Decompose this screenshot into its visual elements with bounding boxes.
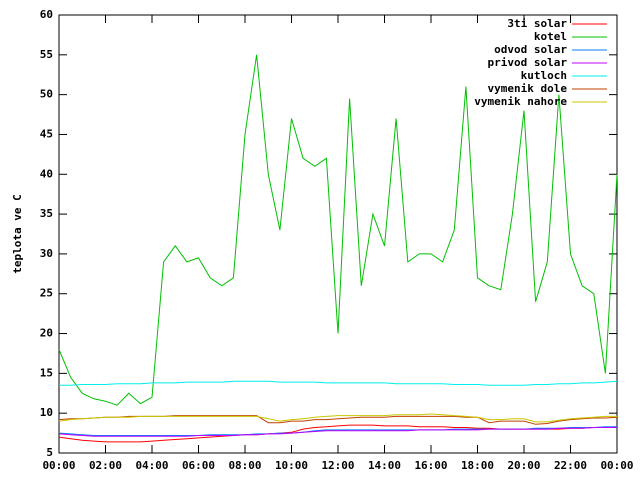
x-tick-label: 08:00 <box>228 459 261 472</box>
legend-label: 3ti solar <box>507 17 567 30</box>
x-tick-label: 20:00 <box>507 459 540 472</box>
series-line <box>58 413 617 423</box>
legend-label: kutloch <box>521 69 567 82</box>
y-tick-label: 10 <box>40 406 53 419</box>
x-tick-label: 04:00 <box>135 459 168 472</box>
legend-label: privod solar <box>488 56 568 69</box>
y-tick-label: 55 <box>40 48 53 61</box>
legend-label: odvod solar <box>494 43 567 56</box>
legend-label: kotel <box>534 30 567 43</box>
y-axis-label: teplota ve C <box>11 194 24 273</box>
y-tick-label: 25 <box>40 287 53 300</box>
x-tick-label: 22:00 <box>554 459 587 472</box>
y-tick-label: 60 <box>40 8 53 21</box>
x-tick-label: 16:00 <box>414 459 447 472</box>
y-tick-label: 20 <box>40 327 53 340</box>
x-tick-label: 12:00 <box>321 459 354 472</box>
legend-label: vymenik nahore <box>474 95 567 108</box>
x-tick-label: 00:00 <box>600 459 633 472</box>
y-tick-label: 45 <box>40 127 53 140</box>
x-tick-label: 18:00 <box>461 459 494 472</box>
y-tick-label: 30 <box>40 247 53 260</box>
y-tick-label: 5 <box>46 446 53 459</box>
y-tick-label: 40 <box>40 167 53 180</box>
x-tick-label: 06:00 <box>182 459 215 472</box>
x-tick-label: 14:00 <box>368 459 401 472</box>
x-tick-label: 00:00 <box>42 459 75 472</box>
y-tick-label: 15 <box>40 366 53 379</box>
x-tick-label: 10:00 <box>275 459 308 472</box>
y-tick-label: 35 <box>40 207 53 220</box>
series-line <box>59 380 618 386</box>
y-tick-label: 50 <box>40 88 53 101</box>
plot-border <box>58 14 618 454</box>
series-line <box>58 54 618 406</box>
legend-label: vymenik dole <box>488 82 568 95</box>
x-tick-label: 02:00 <box>89 459 122 472</box>
series-line <box>58 427 617 437</box>
